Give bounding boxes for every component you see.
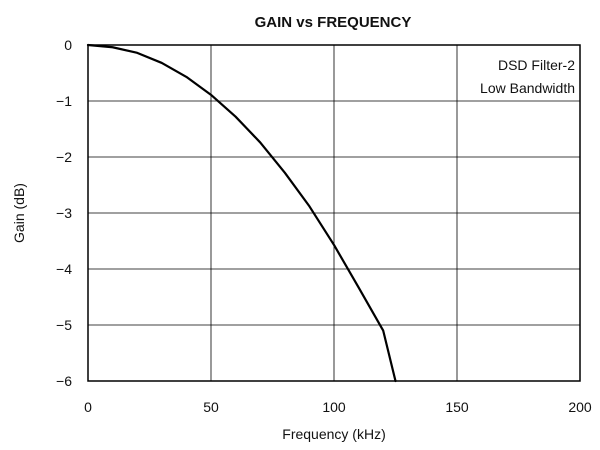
x-tick-label: 200 (568, 399, 592, 415)
chart-title: GAIN vs FREQUENCY (255, 14, 412, 31)
plot-frame (87, 44, 581, 382)
y-tick-label: −6 (56, 373, 72, 389)
y-tick-label: −1 (56, 93, 72, 109)
plot-series (86, 43, 397, 383)
y-axis-label: Gain (dB) (11, 183, 27, 243)
y-tick-label: −5 (56, 317, 72, 333)
y-tick-label: −3 (56, 205, 72, 221)
y-tick-label: −2 (56, 149, 72, 165)
x-tick-label: 0 (84, 399, 92, 415)
y-tick-labels: 0 −1 −2 −3 −4 −5 −6 (56, 37, 72, 389)
x-axis-label: Frequency (kHz) (282, 426, 385, 442)
y-tick-label: −4 (56, 261, 72, 277)
annotation-filter-name: DSD Filter-2 (498, 57, 575, 73)
y-tick-label: 0 (64, 37, 72, 53)
x-tick-label: 100 (322, 399, 346, 415)
grid-lines (88, 45, 580, 381)
x-tick-label: 150 (445, 399, 469, 415)
x-tick-labels: 0 50 100 150 200 (84, 399, 592, 415)
x-tick-label: 50 (203, 399, 219, 415)
annotation-bandwidth: Low Bandwidth (480, 80, 575, 96)
gain-curve-line (86, 43, 397, 383)
